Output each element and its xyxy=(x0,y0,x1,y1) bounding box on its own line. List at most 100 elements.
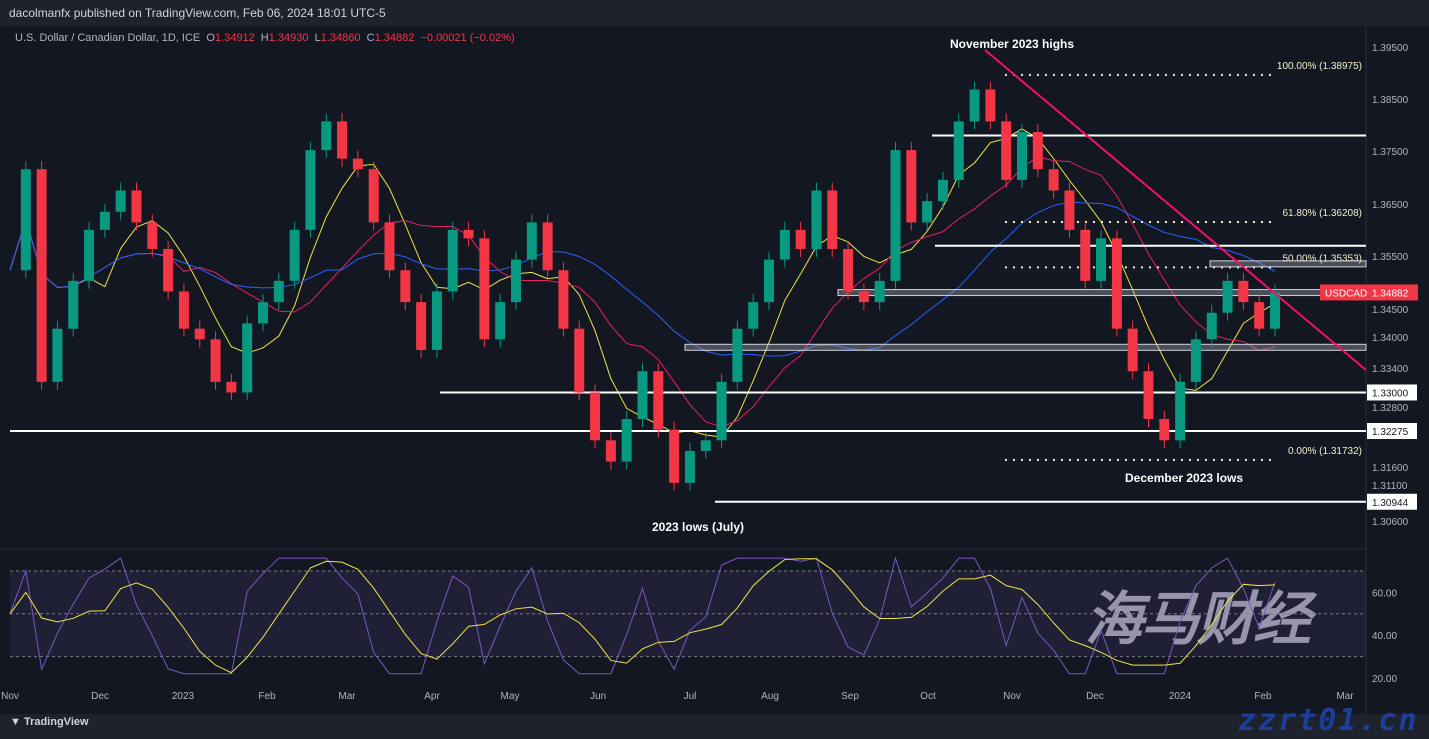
candle-body xyxy=(985,89,996,122)
candle-body xyxy=(1159,419,1170,441)
x-tick-label: Nov xyxy=(1003,691,1021,702)
x-tick-label: Apr xyxy=(424,691,440,702)
y-tick-label: 1.39500 xyxy=(1372,43,1409,54)
candle-body xyxy=(764,259,774,303)
x-tick-label: Feb xyxy=(258,691,276,702)
x-tick-label: Nov xyxy=(1,691,19,702)
candle-body xyxy=(495,302,506,340)
candle-body xyxy=(99,211,110,230)
candle-body xyxy=(1143,371,1154,420)
price-zone xyxy=(1209,260,1367,268)
candle-body xyxy=(163,248,174,292)
rsi-tick-label: 40.00 xyxy=(1372,631,1397,642)
candle-body xyxy=(637,371,648,420)
candle-body xyxy=(273,280,284,303)
fib-label: 0.00% (1.31732) xyxy=(1288,446,1362,457)
candle-body xyxy=(1032,132,1043,170)
candle-body xyxy=(115,190,126,212)
candle-body xyxy=(352,158,363,170)
candle-body xyxy=(1206,312,1217,340)
footer-brand: TradingView xyxy=(23,716,89,728)
candle-body xyxy=(20,169,31,271)
close-value: 1.34882 xyxy=(374,32,415,44)
candle-body xyxy=(827,190,838,249)
price-zone xyxy=(837,289,1367,297)
candle-body xyxy=(368,169,379,223)
candle-body xyxy=(1001,121,1012,180)
x-tick-label: Sep xyxy=(841,691,859,702)
candle-body xyxy=(716,381,727,441)
candle-body xyxy=(242,323,253,393)
symbol-tag: USDCAD xyxy=(1325,288,1367,299)
candle-body xyxy=(1017,132,1027,180)
candle-body xyxy=(811,190,822,249)
candle-body xyxy=(1175,381,1186,441)
candle-body xyxy=(1080,229,1091,281)
candle-body xyxy=(1222,280,1233,313)
symbol-name: U.S. Dollar / Canadian Dollar, 1D, ICE xyxy=(15,32,201,44)
last-price-label: 1.34882 xyxy=(1372,288,1409,299)
candle-body xyxy=(621,419,632,462)
fib-label: 61.80% (1.36208) xyxy=(1282,208,1362,219)
candle-body xyxy=(732,328,743,382)
level-price-box xyxy=(1367,493,1417,510)
candle-body xyxy=(194,328,205,340)
candle-body xyxy=(1048,169,1059,191)
candle-body xyxy=(906,150,917,223)
candle-body xyxy=(1238,280,1249,303)
candle-body xyxy=(337,121,348,159)
symbol-legend: U.S. Dollar / Canadian Dollar, 1D, ICE O… xyxy=(15,32,515,44)
fib-label: 100.00% (1.38975) xyxy=(1277,61,1362,72)
candle-body xyxy=(684,450,695,483)
y-tick-label: 1.30600 xyxy=(1372,517,1409,528)
candle-body xyxy=(36,169,47,382)
y-tick-label: 1.34000 xyxy=(1372,333,1409,344)
candle-body xyxy=(321,121,332,151)
candle-body xyxy=(922,201,933,223)
x-tick-label: May xyxy=(501,691,520,702)
candle-body xyxy=(858,291,869,303)
candle-body xyxy=(969,89,980,122)
price-zone xyxy=(684,343,1367,351)
candle-body xyxy=(305,150,316,230)
candle-body xyxy=(210,339,221,382)
x-tick-label: 2024 xyxy=(1169,691,1192,702)
last-price-box xyxy=(1320,284,1418,301)
candle-body xyxy=(890,150,901,281)
x-tick-label: Oct xyxy=(920,691,936,702)
chart-area[interactable] xyxy=(0,26,1429,714)
open-value: 1.34912 xyxy=(214,32,255,44)
candle-body xyxy=(416,302,427,350)
candle-body xyxy=(953,121,964,180)
y-tick-label: 1.37500 xyxy=(1372,147,1409,158)
annotation-july-lows: 2023 lows (July) xyxy=(652,520,744,534)
candle-body xyxy=(605,440,616,462)
x-tick-label: Jul xyxy=(684,691,697,702)
y-tick-label: 1.38500 xyxy=(1372,95,1409,106)
y-tick-label: 1.31100 xyxy=(1372,481,1408,492)
change-value: −0.00021 (−0.02%) xyxy=(420,32,515,44)
level-price-box xyxy=(1367,423,1417,440)
x-tick-label: Aug xyxy=(761,691,779,702)
rsi-tick-label: 60.00 xyxy=(1372,588,1397,599)
fib-label: 50.00% (1.35353) xyxy=(1282,253,1362,264)
ma200-line xyxy=(9,201,1276,357)
candle-body xyxy=(384,222,395,271)
x-tick-label: Dec xyxy=(1086,691,1104,702)
level-price-label: 1.30944 xyxy=(1372,498,1409,509)
candle-body xyxy=(937,179,948,202)
tradingview-logo[interactable]: ▼ TradingView xyxy=(10,716,89,728)
candle-body xyxy=(558,270,569,329)
y-tick-label: 1.35500 xyxy=(1372,252,1409,263)
y-tick-label: 1.34500 xyxy=(1372,305,1409,316)
candle-body xyxy=(1270,292,1280,329)
candle-body xyxy=(1064,190,1075,230)
candle-body xyxy=(147,222,158,249)
candle-body xyxy=(590,392,601,441)
x-tick-label: 2023 xyxy=(172,691,195,702)
rsi-tick-label: 20.00 xyxy=(1372,674,1397,685)
candle-body xyxy=(542,222,553,271)
x-tick-label: Feb xyxy=(1254,691,1272,702)
rsi-ma-line xyxy=(9,558,1276,674)
